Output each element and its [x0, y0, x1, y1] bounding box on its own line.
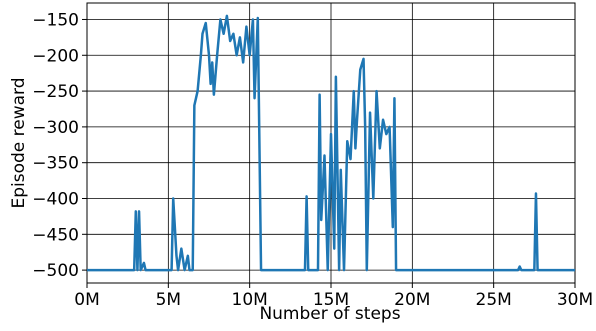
- y-tick-label: −300: [32, 118, 79, 138]
- y-tick-label: −400: [32, 189, 79, 209]
- y-tick-label: −450: [32, 225, 79, 245]
- x-tick-label: 25M: [476, 290, 512, 310]
- y-tick-label: −350: [32, 154, 79, 174]
- y-tick-label: −150: [32, 10, 79, 30]
- x-tick-label: 15M: [313, 290, 349, 310]
- x-tick-label: 20M: [394, 290, 430, 310]
- y-tick-label: −500: [32, 261, 79, 281]
- line-series: [87, 14, 575, 272]
- x-tick-label: 5M: [156, 290, 181, 310]
- y-tick-label: −250: [32, 82, 79, 102]
- y-tick-label: −200: [32, 46, 79, 66]
- x-tick-label: 0M: [74, 290, 99, 310]
- x-tick-label: 10M: [232, 290, 268, 310]
- y-axis-label: Episode reward: [9, 77, 29, 208]
- x-tick-label: 30M: [557, 290, 593, 310]
- plot-frame: [86, 2, 576, 284]
- x-axis-label: Number of steps: [259, 304, 400, 324]
